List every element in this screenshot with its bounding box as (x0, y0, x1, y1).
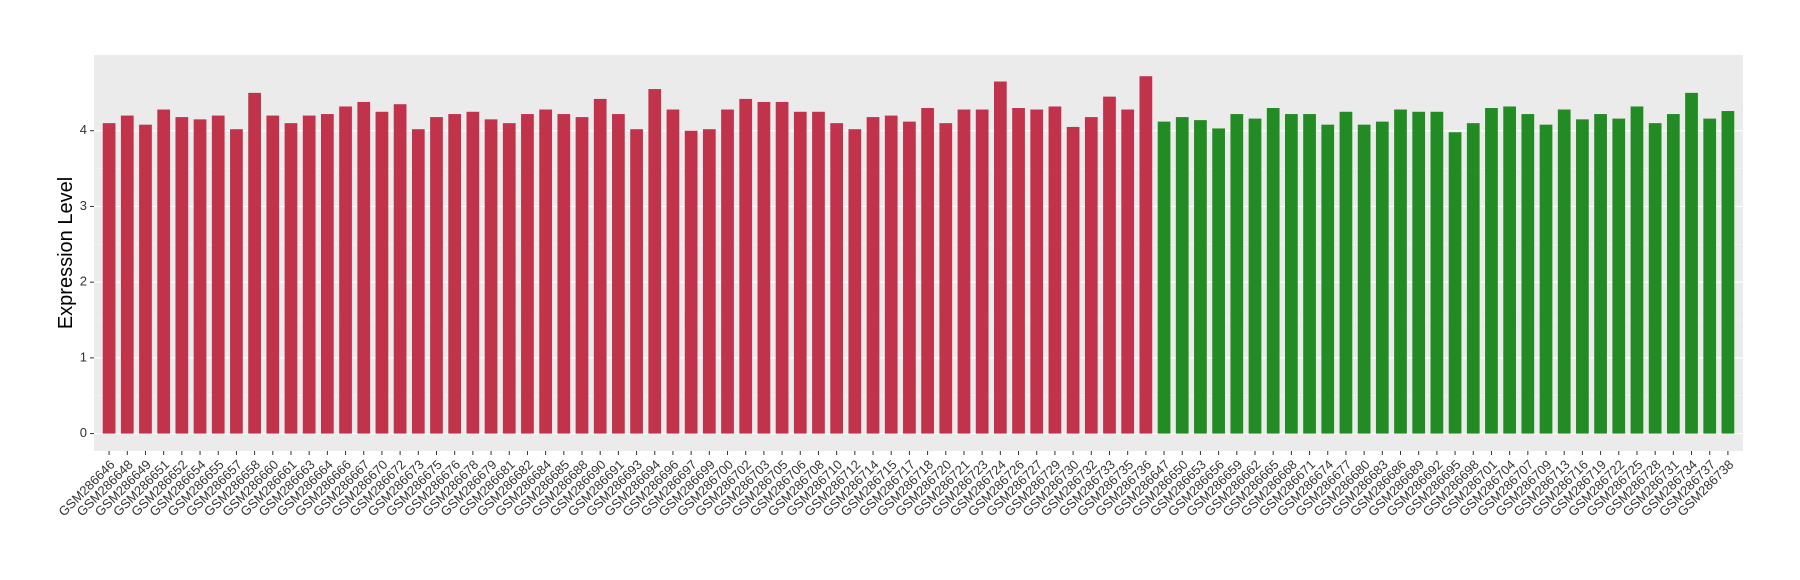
bar (1303, 114, 1316, 434)
bar (593, 98, 607, 434)
bar (757, 101, 771, 434)
bar (921, 108, 934, 434)
bar (139, 124, 152, 434)
bar (1448, 132, 1462, 434)
y-tick-label: 4 (80, 122, 87, 137)
bar (302, 115, 316, 434)
bar (411, 129, 425, 434)
bar (393, 104, 407, 434)
bar (630, 129, 643, 434)
bar (812, 111, 825, 434)
bar (1630, 106, 1644, 434)
bar (739, 98, 753, 434)
bar (1357, 124, 1371, 434)
bar (466, 111, 480, 434)
bar (957, 109, 971, 434)
y-axis-label: Expression Level (55, 177, 77, 329)
bar (211, 115, 225, 434)
bar (266, 115, 280, 434)
bar (193, 119, 207, 434)
y-tick-label: 3 (80, 198, 87, 213)
bar (484, 119, 498, 434)
bar (866, 117, 880, 434)
bar (1375, 121, 1389, 434)
y-tick-label: 1 (80, 349, 87, 364)
bar (975, 109, 989, 434)
bar (448, 114, 462, 434)
bar (848, 129, 862, 434)
bar (1066, 126, 1080, 434)
bar (1685, 92, 1698, 434)
bar (1175, 117, 1189, 434)
bar (320, 114, 334, 434)
bar (157, 109, 171, 434)
bar (1030, 109, 1044, 434)
bar (1430, 111, 1444, 434)
bar (1594, 114, 1607, 434)
bar (775, 101, 789, 434)
bar (375, 111, 389, 434)
bar (1539, 124, 1553, 434)
bar (721, 109, 734, 434)
bar (1521, 114, 1535, 434)
bar (1394, 109, 1407, 434)
bar (1721, 111, 1735, 434)
bar (666, 109, 680, 434)
bar (120, 115, 134, 434)
bar (1121, 109, 1135, 434)
bar (884, 115, 898, 434)
bar (1666, 114, 1680, 434)
bar (539, 109, 552, 434)
bar (357, 101, 371, 434)
bar (993, 81, 1007, 434)
bar (1466, 123, 1480, 434)
bar (1285, 114, 1298, 434)
bar (702, 129, 716, 434)
bar (1557, 109, 1571, 434)
bar (1230, 114, 1244, 434)
bar (430, 117, 443, 434)
bar (575, 117, 589, 434)
bar (557, 114, 571, 434)
bar (1266, 108, 1280, 434)
bar (903, 121, 916, 434)
bar (1612, 118, 1626, 434)
bar (248, 92, 261, 434)
y-tick-label: 0 (80, 425, 87, 440)
bar (793, 111, 807, 434)
bar (1103, 96, 1116, 434)
bar (612, 114, 625, 434)
bar (230, 129, 243, 434)
bar (521, 114, 534, 434)
bar (1339, 111, 1353, 434)
bar (830, 123, 844, 434)
bar (502, 123, 516, 434)
bar (1503, 106, 1517, 434)
bar (1157, 121, 1171, 434)
bar (175, 117, 189, 434)
bar (1248, 118, 1262, 434)
bar (339, 106, 352, 434)
bar (1485, 108, 1498, 434)
bar (1048, 106, 1062, 434)
bar (1703, 118, 1717, 434)
bar (1194, 120, 1207, 434)
bar (1321, 124, 1335, 434)
bar (1576, 119, 1589, 434)
bar (684, 130, 698, 434)
y-tick-label: 2 (80, 274, 87, 289)
bar (1139, 76, 1153, 434)
bar (1084, 117, 1098, 434)
bar (1012, 108, 1025, 434)
bar (939, 123, 953, 434)
bar (1648, 123, 1662, 434)
bar (648, 89, 662, 434)
bar (1412, 111, 1426, 434)
bar (284, 123, 298, 434)
bar (102, 123, 116, 434)
bar (1212, 128, 1225, 434)
